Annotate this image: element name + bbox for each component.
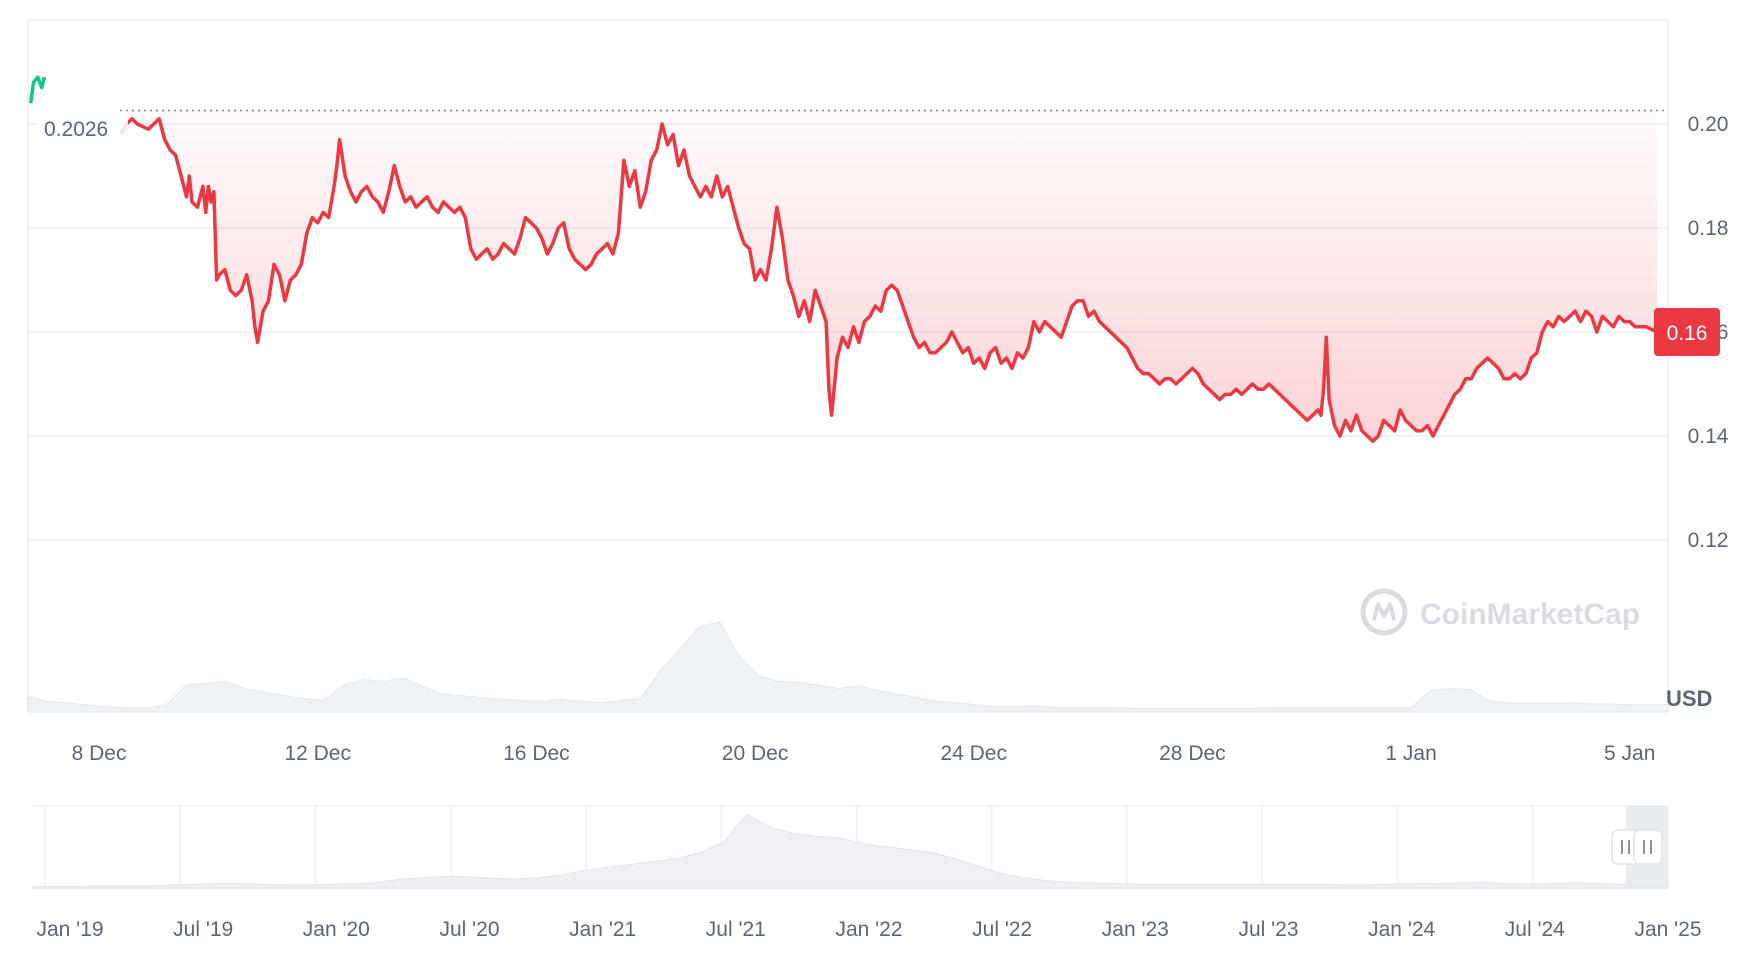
watermark: CoinMarketCap [1360, 588, 1640, 636]
y-tick-label: 0.20 [1688, 113, 1729, 136]
volume-area [27, 621, 1669, 713]
navigator-tick-label: Jul '19 [173, 918, 233, 941]
x-tick-label: 5 Jan [1604, 742, 1655, 765]
price-area [120, 110, 1658, 442]
navigator-tick-label: Jul '21 [706, 918, 766, 941]
navigator-tick-label: Jan '22 [835, 918, 902, 941]
x-axis: 8 Dec 12 Dec 16 Dec 20 Dec 24 Dec 28 Dec 1 Jan… [72, 742, 1656, 765]
navigator-tick-label: Jan '19 [36, 918, 103, 941]
x-tick-label: 28 Dec [1159, 742, 1226, 765]
navigator-tick-label: Jan '23 [1102, 918, 1169, 941]
navigator-tick-label: Jul '20 [439, 918, 499, 941]
x-tick-label: 20 Dec [722, 742, 789, 765]
coinmarketcap-logo-icon [1360, 588, 1408, 636]
x-tick-label: 1 Jan [1385, 742, 1436, 765]
x-tick-label: 16 Dec [503, 742, 570, 765]
reference-value: 0.2026 [44, 118, 108, 141]
start-segment-line [28, 75, 47, 104]
navigator-tick-label: Jul '22 [972, 918, 1032, 941]
x-tick-label: 24 Dec [940, 742, 1007, 765]
navigator-tick-label: Jan '21 [569, 918, 636, 941]
navigator-volume-area [32, 813, 1669, 889]
y-tick-label: 0.18 [1688, 217, 1729, 240]
y-tick-label: 0.12 [1688, 529, 1729, 552]
navigator-tick-label: Jan '25 [1634, 918, 1701, 941]
watermark-text: CoinMarketCap [1420, 598, 1640, 631]
navigator-tick-label: Jan '20 [303, 918, 370, 941]
unit-label: USD [1666, 686, 1712, 711]
x-tick-label: 8 Dec [72, 742, 127, 765]
navigator-tick-label: Jul '24 [1505, 918, 1565, 941]
reference-value-bg [36, 114, 128, 144]
navigator-tick-label: Jul '23 [1238, 918, 1298, 941]
last-price-value: 0.16 [1667, 322, 1708, 345]
navigator[interactable]: Jan '19 Jul '19 Jan '20 Jul '20 Jan '21 Jul '… [32, 805, 1702, 941]
price-line [119, 117, 1658, 443]
navigator-handle-right[interactable] [1633, 829, 1663, 865]
last-price-badge [1654, 308, 1720, 356]
x-tick-label: 12 Dec [284, 742, 351, 765]
y-tick-label: 0.14 [1688, 425, 1729, 448]
navigator-tick-label: Jan '24 [1368, 918, 1435, 941]
navigator-handle-left[interactable] [1611, 829, 1641, 865]
navigator-x-axis: Jan '19 Jul '19 Jan '20 Jul '20 Jan '21 Jul '… [36, 918, 1701, 941]
